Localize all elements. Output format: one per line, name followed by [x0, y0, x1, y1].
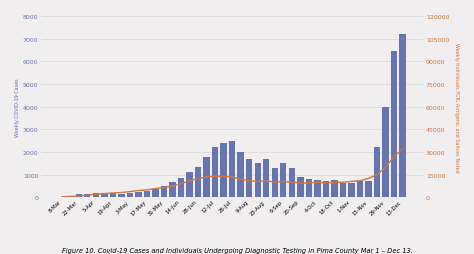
Bar [263, 159, 269, 198]
Bar [272, 168, 278, 198]
Bar [255, 164, 261, 198]
Bar [75, 195, 82, 198]
Bar [357, 182, 363, 198]
Bar [289, 168, 295, 198]
Bar [169, 182, 176, 198]
Bar [374, 148, 380, 198]
Bar [212, 148, 219, 198]
Bar [306, 180, 312, 198]
Bar [280, 164, 286, 198]
Y-axis label: Weekly Individuals PCR, Antigens, and Salivas Tested: Weekly Individuals PCR, Antigens, and Sa… [454, 43, 459, 172]
Bar [178, 178, 184, 198]
Bar [314, 181, 320, 198]
Bar [297, 177, 303, 198]
Bar [92, 193, 99, 198]
Bar [109, 193, 116, 198]
Bar [220, 143, 227, 198]
Bar [331, 181, 337, 198]
Text: Figure 10. Covid-19 Cases and Individuals Undergoing Diagnostic Testing in Pima : Figure 10. Covid-19 Cases and Individual… [62, 247, 412, 253]
Bar [348, 183, 355, 198]
Bar [229, 141, 236, 198]
Bar [365, 182, 372, 198]
Bar [186, 173, 193, 198]
Bar [195, 167, 201, 198]
Bar [144, 191, 150, 198]
Bar [383, 107, 389, 198]
Bar [84, 194, 91, 198]
Bar [101, 194, 108, 198]
Bar [152, 189, 159, 198]
Bar [127, 194, 133, 198]
Y-axis label: Weekly COVID-19 Cases: Weekly COVID-19 Cases [15, 78, 20, 136]
Bar [340, 183, 346, 198]
Bar [161, 186, 167, 198]
Bar [118, 194, 125, 198]
Bar [237, 152, 244, 198]
Bar [391, 52, 397, 198]
Bar [67, 197, 73, 198]
Bar [400, 35, 406, 198]
Bar [135, 193, 142, 198]
Bar [59, 197, 65, 198]
Bar [246, 159, 252, 198]
Bar [203, 157, 210, 198]
Bar [323, 182, 329, 198]
